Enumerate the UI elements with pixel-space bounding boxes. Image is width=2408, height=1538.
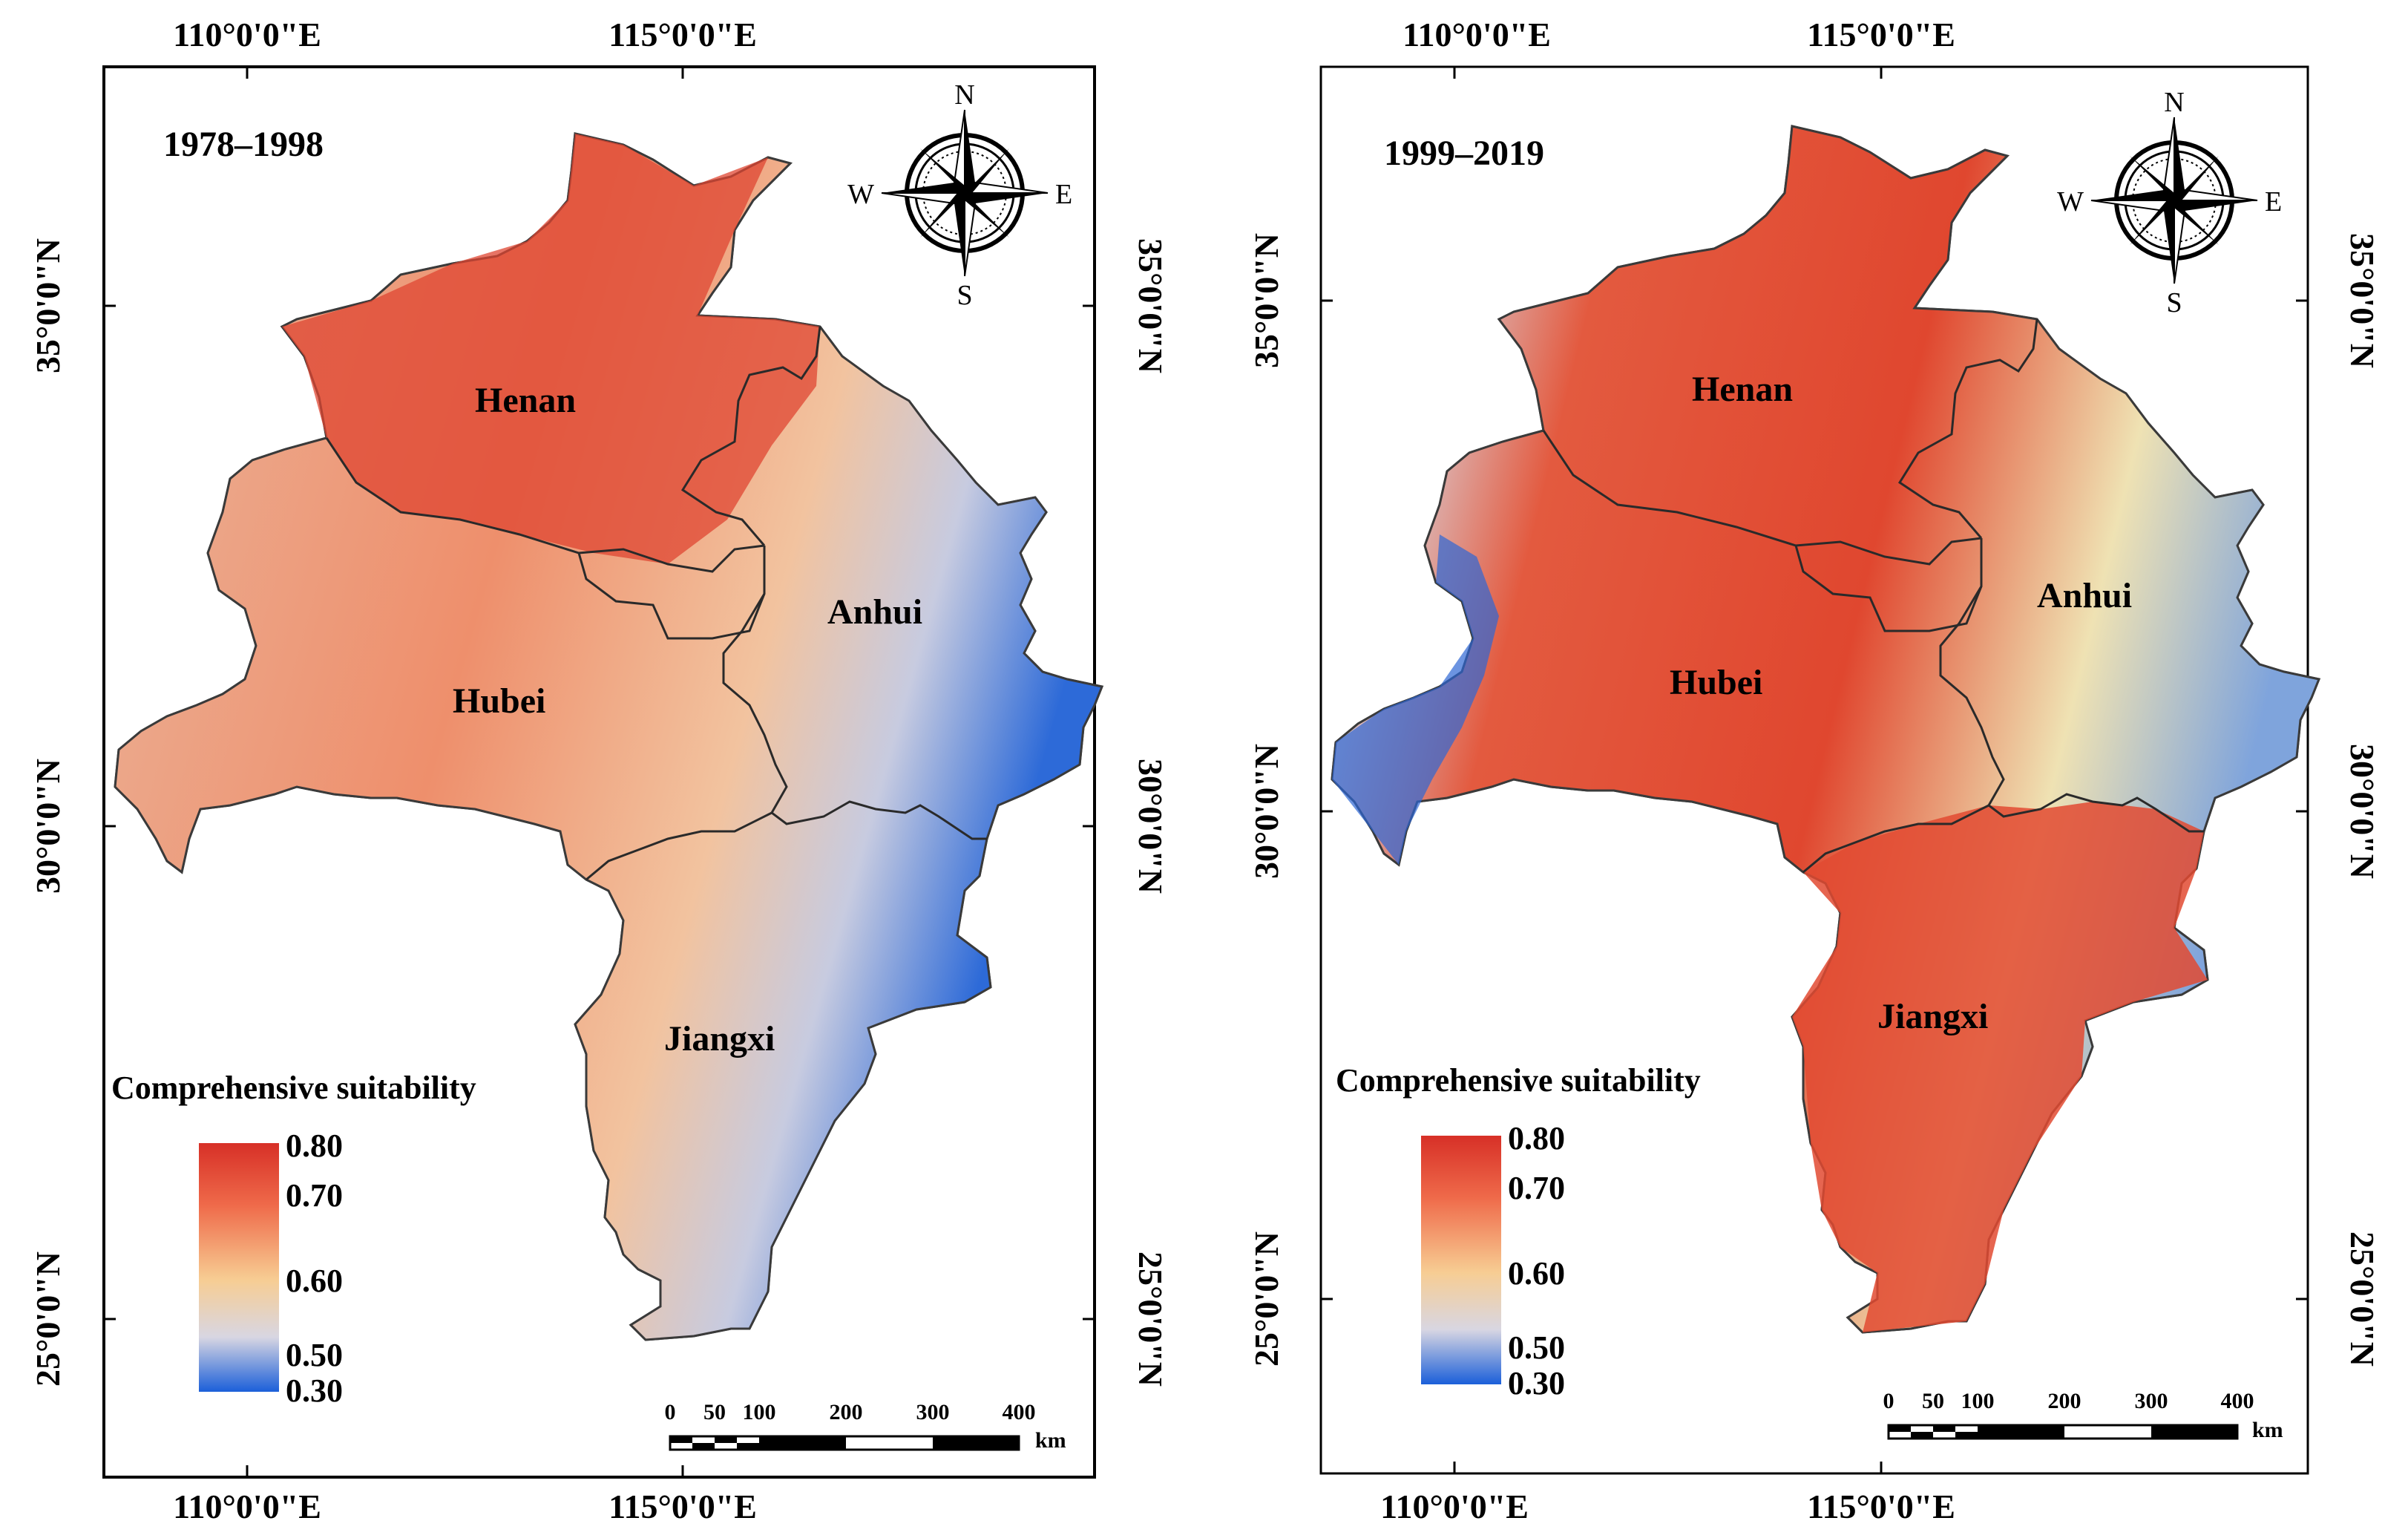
legend-colorbar — [1421, 1136, 1501, 1384]
scale-tick-50: 50 — [703, 1400, 726, 1424]
lat-label-right-35: 35°0'0"N — [2343, 233, 2381, 368]
province-label-henan: Henan — [475, 381, 576, 420]
lat-label-right-30: 30°0'0"N — [2343, 744, 2381, 879]
legend-value-030: 0.30 — [1508, 1365, 1565, 1401]
compass-s: S — [957, 280, 972, 311]
lat-label-left-30: 30°0'0"N — [1247, 744, 1285, 879]
lon-label-top-115: 115°0'0"E — [1807, 16, 1955, 53]
legend-value-080: 0.80 — [1508, 1120, 1565, 1156]
legend-value-070: 0.70 — [286, 1177, 343, 1214]
north-arrow-compass: N S E W — [847, 79, 1072, 311]
scale-bar: 0 50 100 200 300 400 km — [1883, 1389, 2283, 1442]
lat-label-left-25: 25°0'0"N — [29, 1251, 67, 1387]
province-label-jiangxi: Jiangxi — [664, 1019, 775, 1058]
lon-label-top-110: 110°0'0"E — [1403, 16, 1551, 53]
compass-w: W — [2057, 186, 2084, 217]
legend-title: Comprehensive suitability — [1336, 1062, 1701, 1099]
lon-label-bottom-115: 115°0'0"E — [608, 1488, 757, 1525]
lat-label-right-30: 30°0'0"N — [1132, 759, 1169, 894]
compass-e: E — [2265, 186, 2282, 217]
lon-label-bottom-110: 110°0'0"E — [173, 1488, 321, 1525]
compass-e: E — [1055, 179, 1072, 210]
legend-colorbar — [199, 1143, 279, 1392]
legend-value-050: 0.50 — [286, 1337, 343, 1373]
graticule-ticks — [1321, 67, 2308, 1473]
scale-tick-100: 100 — [1961, 1389, 1995, 1413]
province-label-henan: Henan — [1692, 370, 1793, 409]
legend: Comprehensive suitability 0.80 0.70 0.60… — [1336, 1062, 1701, 1401]
scale-tick-400: 400 — [2221, 1389, 2254, 1413]
lat-label-right-25: 25°0'0"N — [2343, 1231, 2381, 1367]
province-borders — [1542, 318, 2204, 874]
legend-value-060: 0.60 — [286, 1263, 343, 1299]
lat-label-left-35: 35°0'0"N — [29, 238, 67, 373]
period-title: 1999–2019 — [1384, 134, 1544, 173]
province-label-hubei: Hubei — [1670, 663, 1762, 702]
scale-tick-0: 0 — [665, 1400, 676, 1424]
legend-title: Comprehensive suitability — [111, 1070, 476, 1106]
study-region-map — [1331, 125, 2321, 1334]
lat-label-right-35: 35°0'0"N — [1132, 238, 1169, 373]
scale-tick-0: 0 — [1883, 1389, 1894, 1413]
scale-tick-300: 300 — [916, 1400, 950, 1424]
panel-right: 110°0'0"E 115°0'0"E 110°0'0"E 115°0'0"E … — [1247, 16, 2381, 1525]
compass-w: W — [847, 179, 874, 210]
lat-label-left-35: 35°0'0"N — [1247, 233, 1285, 368]
legend-value-060: 0.60 — [1508, 1255, 1565, 1292]
legend-value-050: 0.50 — [1508, 1329, 1565, 1366]
lat-label-right-25: 25°0'0"N — [1132, 1251, 1169, 1387]
lon-label-bottom-110: 110°0'0"E — [1380, 1488, 1529, 1525]
legend-value-080: 0.80 — [286, 1128, 343, 1164]
legend: Comprehensive suitability 0.80 0.70 0.60… — [111, 1070, 476, 1409]
legend-value-070: 0.70 — [1508, 1170, 1565, 1206]
compass-n: N — [2164, 87, 2184, 118]
compass-s: S — [2166, 287, 2182, 318]
lon-label-top-110: 110°0'0"E — [173, 16, 321, 53]
scale-unit: km — [2252, 1418, 2283, 1442]
province-label-anhui: Anhui — [827, 592, 922, 632]
compass-n: N — [954, 79, 974, 111]
north-arrow-compass: N S E W — [2057, 87, 2282, 318]
scale-tick-400: 400 — [1003, 1400, 1036, 1424]
lat-label-left-25: 25°0'0"N — [1247, 1231, 1285, 1367]
study-region-map — [114, 132, 1104, 1341]
scale-bar: 0 50 100 200 300 400 km — [665, 1400, 1066, 1453]
graticule-ticks — [104, 67, 1095, 1477]
lon-label-bottom-115: 115°0'0"E — [1807, 1488, 1955, 1525]
province-label-anhui: Anhui — [2037, 576, 2132, 615]
lon-label-top-115: 115°0'0"E — [608, 16, 757, 53]
period-title: 1978–1998 — [163, 125, 324, 164]
scale-tick-300: 300 — [2135, 1389, 2168, 1413]
panel-left: 110°0'0"E 115°0'0"E 110°0'0"E 115°0'0"E … — [29, 16, 1169, 1525]
scale-unit: km — [1035, 1428, 1066, 1453]
province-borders — [325, 326, 987, 881]
scale-tick-50: 50 — [1922, 1389, 1944, 1413]
province-label-hubei: Hubei — [453, 681, 545, 721]
lat-label-left-30: 30°0'0"N — [29, 759, 67, 894]
legend-value-030: 0.30 — [286, 1372, 343, 1409]
scale-tick-200: 200 — [830, 1400, 863, 1424]
scale-tick-200: 200 — [2048, 1389, 2081, 1413]
scale-tick-100: 100 — [743, 1400, 776, 1424]
province-label-jiangxi: Jiangxi — [1877, 997, 1988, 1036]
